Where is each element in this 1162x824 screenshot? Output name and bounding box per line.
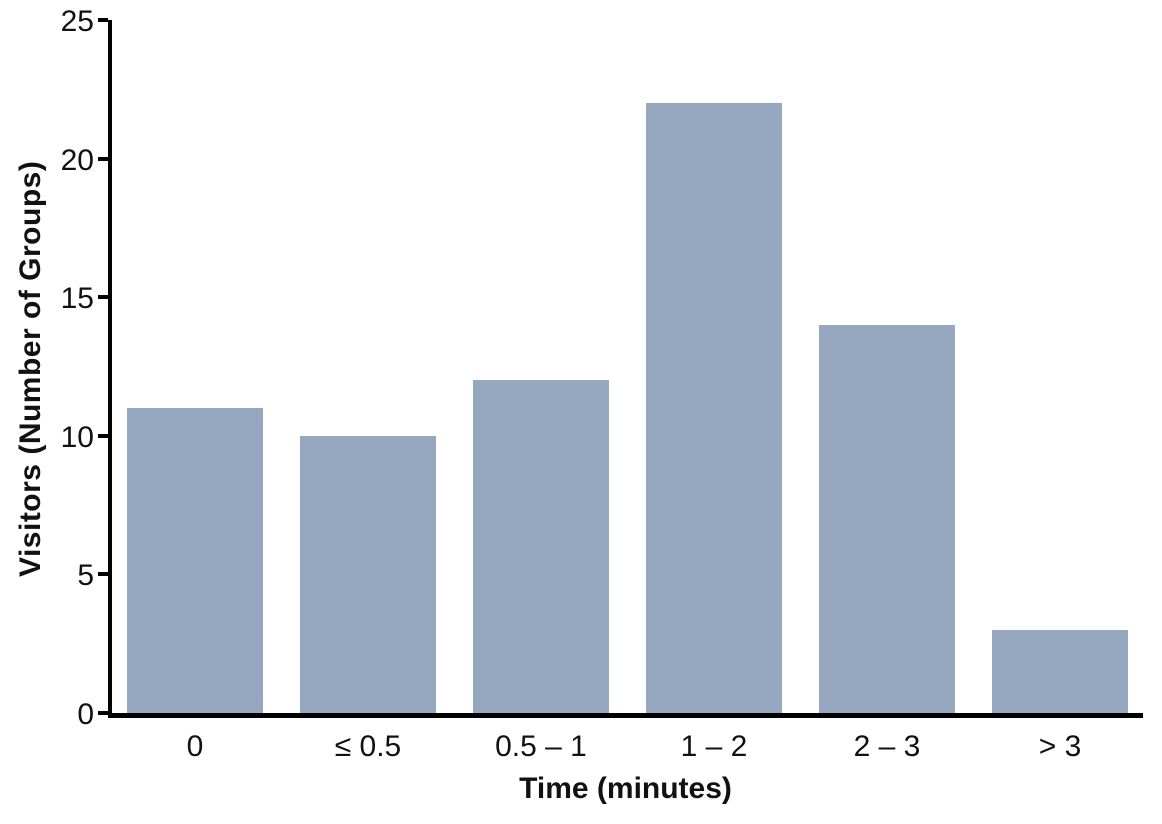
x-tick-label: 1 – 2 (680, 730, 748, 763)
y-tick-label: 20 (60, 143, 94, 177)
x-tick-labels: 0 ≤ 0.5 0.5 – 1 1 – 2 2 – 3 > 3 (108, 730, 1143, 764)
y-tick-label: 0 (77, 698, 94, 731)
bars-row (112, 20, 1143, 713)
x-tick-label: 2 – 3 (853, 730, 921, 763)
bar (992, 629, 1128, 713)
y-tick-mark (98, 18, 108, 22)
bar (127, 408, 263, 713)
y-tick-mark (98, 572, 108, 577)
y-tick-mark (98, 433, 108, 438)
x-tick-label: ≤ 0.5 (334, 730, 402, 763)
bar (646, 103, 782, 713)
x-axis-title: Time (minutes) (519, 772, 732, 805)
plot-area: 0 5 10 15 20 25 (61, 7, 1143, 730)
bar (473, 380, 609, 713)
x-tick-label: 0 (186, 730, 204, 763)
y-tick-label: 15 (60, 282, 94, 316)
x-tick-label: > 3 (1038, 730, 1082, 763)
y-tick-mark (98, 295, 108, 300)
y-axis-title: Visitors (Number of Groups) (14, 160, 47, 578)
y-tick-label: 5 (77, 559, 94, 593)
bar (819, 324, 955, 713)
y-tick-label: 25 (60, 5, 94, 38)
bar (300, 435, 436, 713)
y-tick-mark (98, 711, 108, 715)
y-tick-label: 10 (60, 420, 94, 454)
y-tick-mark (98, 156, 108, 161)
x-tick-label: 0.5 – 1 (495, 730, 587, 763)
